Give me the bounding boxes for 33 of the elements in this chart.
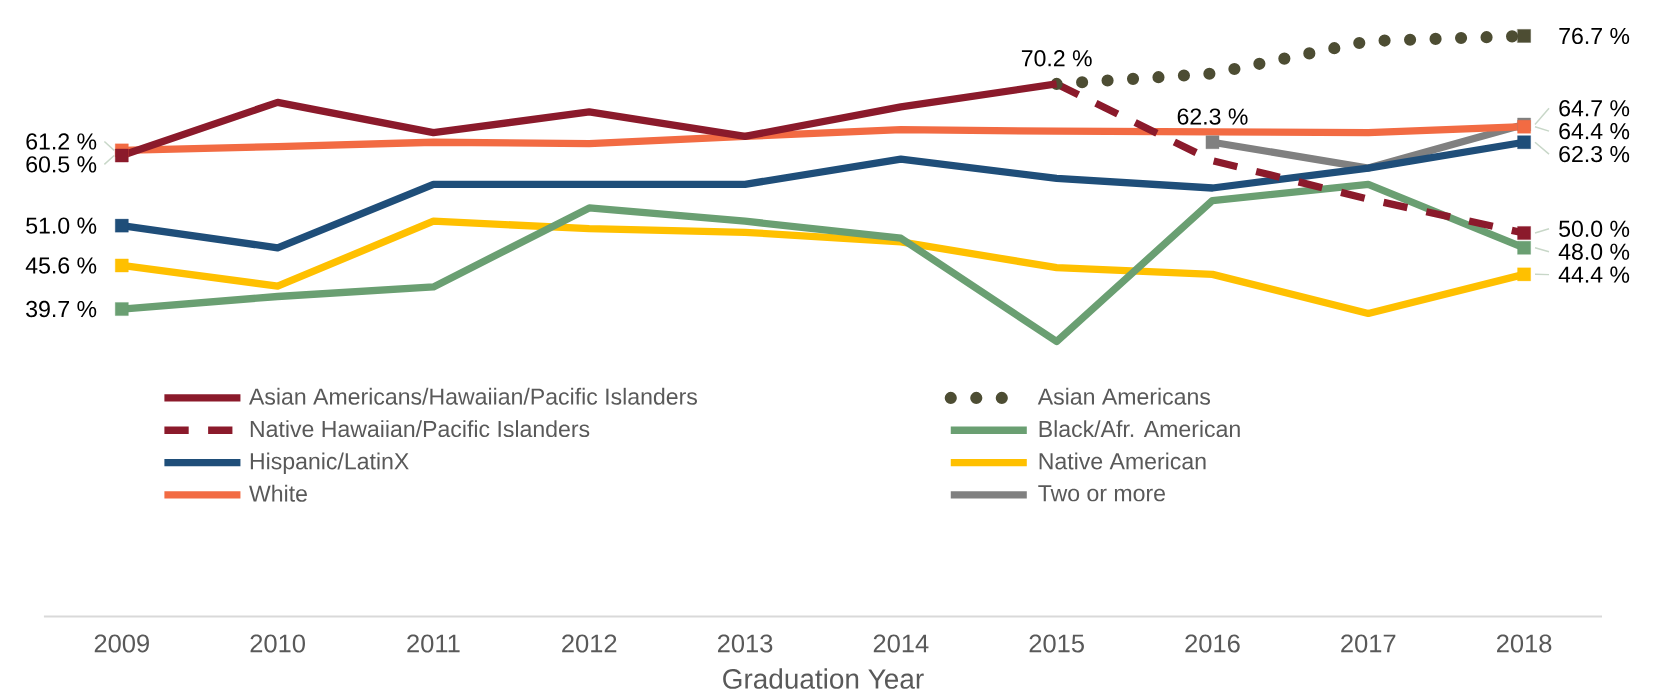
x-tick-label: 2012	[562, 634, 617, 653]
legend-label: White	[249, 484, 307, 502]
legend-label: Asian Americans	[1037, 387, 1211, 405]
data-label: 50.0 %	[1559, 220, 1630, 237]
x-tick-label: 2015	[1029, 634, 1084, 653]
annotation: 70.2 %	[1021, 50, 1092, 67]
data-label: 48.0 %	[1558, 243, 1630, 260]
data-label: 44.4 %	[1558, 266, 1630, 283]
data-label: 45.6 %	[25, 257, 97, 274]
legend-label: Asian Americans/Hawaiian/Pacific Islanders	[248, 387, 697, 405]
data-label: 62.3 %	[1177, 108, 1248, 125]
x-tick-label: 2013	[717, 634, 773, 653]
x-tick-label: 2011	[407, 634, 460, 653]
legend-label: Black/Afr. American	[1039, 420, 1240, 438]
data-label: 60.5 %	[26, 156, 97, 173]
x-axis-title: Graduation Year	[723, 668, 924, 689]
data-label: 61.2 %	[26, 133, 97, 150]
x-tick-label: 2014	[873, 634, 929, 653]
x-tick-label: 2017	[1341, 634, 1396, 653]
legend-label: Native American	[1039, 452, 1206, 470]
data-label: 51.0 %	[26, 217, 97, 234]
data-label: 39.7 %	[26, 300, 97, 318]
legend-label: Two or more	[1038, 485, 1165, 502]
x-tick-label: 2016	[1185, 634, 1240, 653]
data-label: 64.4 %	[1559, 122, 1630, 140]
legend-label: Native Hawaiian/Pacific Islanders	[250, 420, 590, 438]
data-label: 62.3 %	[1559, 145, 1630, 163]
legend-label: Hispanic/LatinX	[250, 452, 409, 475]
data-label: 76.7 %	[1559, 27, 1630, 45]
x-tick-label: 2009	[94, 634, 149, 653]
data-label: 64.7 %	[1559, 100, 1630, 117]
x-tick-label: 2018	[1497, 634, 1552, 653]
x-tick-label: 2010	[250, 634, 305, 653]
